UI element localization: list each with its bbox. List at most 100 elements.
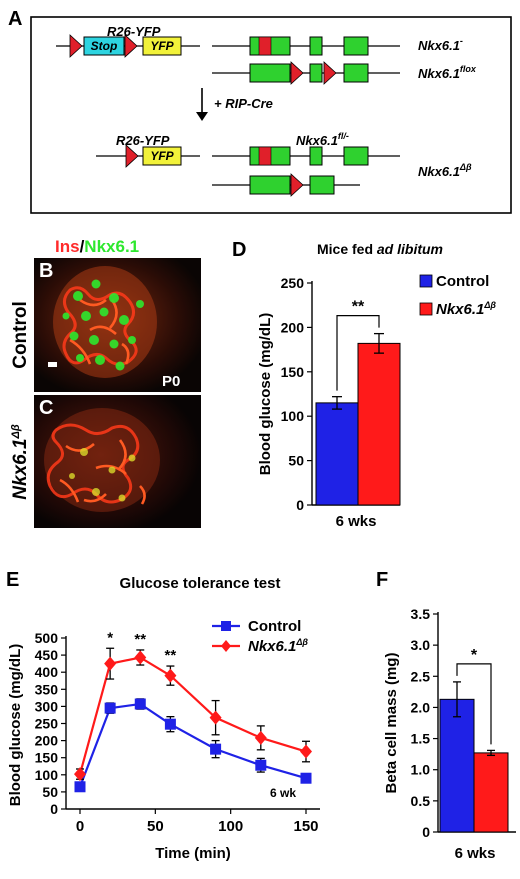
y-tick-label: 1.5 — [411, 731, 431, 747]
significance-marker: * — [107, 629, 113, 646]
exon-3 — [343, 36, 369, 56]
bar-control — [439, 698, 475, 833]
x-axis-title: Time (min) — [155, 845, 231, 862]
y-axis-title: Blood glucose (mg/dL) — [257, 313, 274, 476]
data-point-control — [104, 702, 116, 714]
data-point-control — [255, 759, 267, 771]
age-label: P0 — [162, 373, 180, 390]
islet-texture-control — [53, 266, 157, 378]
exon-2 — [309, 63, 323, 83]
y-tick-label: 150 — [281, 364, 305, 380]
yfp-label: YFP — [150, 39, 174, 53]
y-tick-label: 100 — [281, 408, 305, 424]
legend-label: Control — [436, 273, 489, 290]
panel-letter-a: A — [8, 8, 22, 30]
y-tick-label: 450 — [35, 647, 59, 663]
exon-3 — [343, 146, 369, 166]
y-tick-label: 500 — [35, 630, 59, 646]
data-point-control — [134, 698, 146, 710]
y-tick-label: 1.0 — [411, 762, 431, 778]
series-line-mutant — [78, 656, 307, 775]
panel-letter-e: E — [6, 569, 19, 591]
panel-a: A R26-YFP Stop YFP Nkx6.1- Nkx6.1flox + … — [8, 8, 512, 214]
y-tick-label: 250 — [281, 275, 305, 291]
nkx-nuclei-control — [62, 279, 144, 371]
exon-2 — [309, 36, 323, 56]
x-category-label: 6 wks — [455, 845, 496, 862]
bar-mutant — [473, 752, 509, 833]
chart-title: Mice fed ad libitum — [317, 241, 443, 257]
legend-swatch — [419, 302, 433, 316]
data-point-control — [74, 781, 86, 793]
legend-label: Control — [248, 618, 301, 635]
data-point-mutant — [164, 668, 177, 683]
x-tick-label: 0 — [76, 818, 84, 835]
y-tick-label: 350 — [35, 681, 59, 697]
loxp-site — [290, 61, 304, 85]
nkx-flox-label: Nkx6.1flox — [418, 64, 477, 81]
legend-swatch — [419, 274, 433, 288]
yfp-cassette — [142, 36, 182, 56]
bar-control — [315, 402, 359, 506]
chart-title: Glucose tolerance test — [120, 575, 281, 592]
series-line-control — [78, 702, 307, 788]
y-tick-label: 50 — [288, 453, 304, 469]
y-tick-label: 2.5 — [411, 668, 431, 684]
time-point-note: 6 wk — [270, 786, 296, 800]
y-tick-label: 300 — [35, 698, 59, 714]
arrow-head-icon — [196, 112, 208, 121]
legend-marker — [221, 621, 231, 631]
y-axis-title: Beta cell mass (mg) — [383, 653, 400, 794]
y-axis-title: Blood glucose (mg/dL) — [7, 644, 24, 807]
schematic-frame — [30, 16, 512, 214]
nkx-delta-label: Nkx6.1Δβ — [418, 162, 472, 179]
exon-1 — [249, 175, 291, 195]
rip-cre-label: + RIP-Cre — [214, 96, 273, 111]
yfp-cassette — [142, 146, 182, 166]
stain-title: Ins/Nkx6.1 — [55, 237, 139, 256]
significance-marker: ** — [165, 647, 177, 664]
deletion-marker — [258, 146, 272, 166]
significance-bracket — [456, 663, 492, 745]
islet-texture-mutant — [44, 408, 160, 512]
exon-2 — [309, 146, 323, 166]
data-point-mutant — [209, 710, 222, 725]
loxp-site — [124, 34, 138, 58]
stop-cassette — [83, 36, 125, 56]
x-tick-label: 50 — [147, 818, 164, 835]
y-tick-label: 100 — [35, 767, 59, 783]
data-point-mutant — [254, 730, 267, 745]
loxp-site — [323, 61, 337, 85]
data-point-control — [300, 772, 312, 784]
data-point-mutant — [300, 744, 312, 759]
exon-1 — [249, 63, 291, 83]
stop-label: Stop — [91, 39, 118, 53]
y-tick-label: 400 — [35, 664, 59, 680]
significance-marker: ** — [134, 631, 146, 648]
y-tick-label: 0.5 — [411, 793, 431, 809]
significance-marker: ** — [352, 299, 365, 316]
micrograph-panels: Ins/Nkx6.1 P0 B C Control — [10, 237, 201, 528]
panel-letter-b: B — [39, 260, 53, 282]
loxp-site — [290, 173, 304, 197]
chart-d-blood-glucose: Mice fed ad libitum 0 50 100 150 200 250 ** 6 wk… — [257, 241, 496, 530]
scale-bar — [48, 362, 57, 367]
x-tick-label: 100 — [218, 818, 243, 835]
x-tick-label: 150 — [293, 818, 318, 835]
loxp-site — [125, 144, 139, 168]
y-tick-label: 200 — [281, 319, 305, 335]
panel-letter-d: D — [232, 239, 246, 261]
mutant-row-label: Nkx6.1Δβ — [10, 424, 31, 500]
legend-label: Nkx6.1Δβ — [436, 300, 496, 318]
y-tick-label: 3.0 — [411, 637, 431, 653]
y-tick-label: 150 — [35, 750, 59, 766]
nkx-flminus-label: Nkx6.1fl/- — [296, 131, 349, 148]
y-tick-label: 0 — [422, 824, 430, 840]
exon-3 — [343, 63, 369, 83]
panel-letter-c: C — [39, 397, 53, 419]
panel-letter-f: F — [376, 569, 388, 591]
legend-label: Nkx6.1Δβ — [248, 637, 308, 655]
data-point-control — [164, 718, 176, 730]
bar-mutant — [357, 342, 401, 506]
yfp-cells-mutant — [69, 448, 136, 502]
